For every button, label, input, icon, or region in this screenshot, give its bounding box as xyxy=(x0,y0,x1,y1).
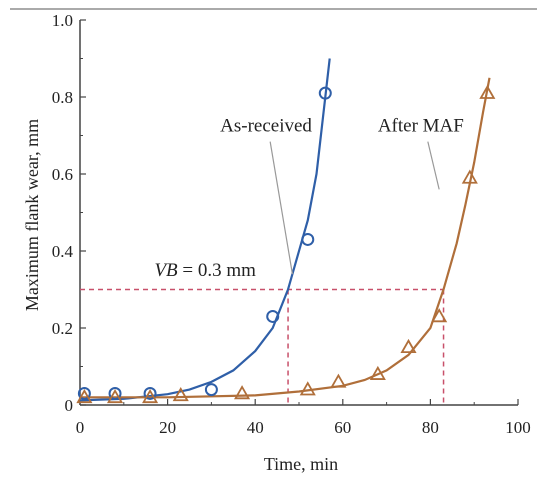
y-tick-label: 0.8 xyxy=(52,88,73,107)
x-tick-label: 100 xyxy=(505,418,531,437)
data-point-series-1 xyxy=(76,388,93,404)
series-label-0: As-received xyxy=(220,116,312,137)
x-tick-label: 20 xyxy=(159,418,176,437)
data-point-series-1 xyxy=(369,365,386,380)
series-label-1: After MAF xyxy=(378,116,464,137)
x-tick-label: 80 xyxy=(422,418,439,437)
data-point-series-1 xyxy=(142,388,159,404)
data-point-series-0 xyxy=(108,386,122,400)
annotation-leader-line xyxy=(269,141,294,275)
data-point-series-0 xyxy=(266,309,280,323)
y-tick-label: 0 xyxy=(65,396,74,415)
reference-label-variable: VB xyxy=(154,260,178,281)
reference-label: VB = 0.3 mm xyxy=(154,260,256,281)
data-point-series-1 xyxy=(330,373,347,388)
data-point-series-1 xyxy=(106,388,124,404)
x-tick-label: 0 xyxy=(76,418,85,437)
fit-curve-series-1 xyxy=(80,77,491,399)
data-point-series-1 xyxy=(461,169,478,184)
data-point-series-0 xyxy=(318,86,332,100)
data-point-series-1 xyxy=(400,338,417,354)
x-tick-label: 40 xyxy=(247,418,264,437)
y-tick-label: 1.0 xyxy=(52,11,73,30)
data-point-series-0 xyxy=(204,383,218,397)
y-tick-label: 0.4 xyxy=(52,242,74,261)
x-tick-label: 60 xyxy=(334,418,351,437)
data-point-series-0 xyxy=(77,386,91,400)
data-point-series-1 xyxy=(234,385,251,400)
data-point-series-1 xyxy=(479,84,496,99)
y-tick-label: 0.2 xyxy=(52,319,73,338)
data-point-series-0 xyxy=(301,232,315,246)
data-point-series-1 xyxy=(299,381,316,396)
data-point-series-1 xyxy=(431,308,448,323)
x-axis-label: Time, min xyxy=(264,454,338,474)
data-point-series-1 xyxy=(172,387,189,402)
reference-label-value: = 0.3 mm xyxy=(178,260,256,281)
annotation-leader-line xyxy=(427,141,440,190)
fit-curve-series-0 xyxy=(79,58,331,402)
data-point-series-0 xyxy=(143,386,157,400)
y-axis-label: Maximum flank wear, mm xyxy=(22,119,42,311)
y-tick-label: 0.6 xyxy=(52,165,73,184)
